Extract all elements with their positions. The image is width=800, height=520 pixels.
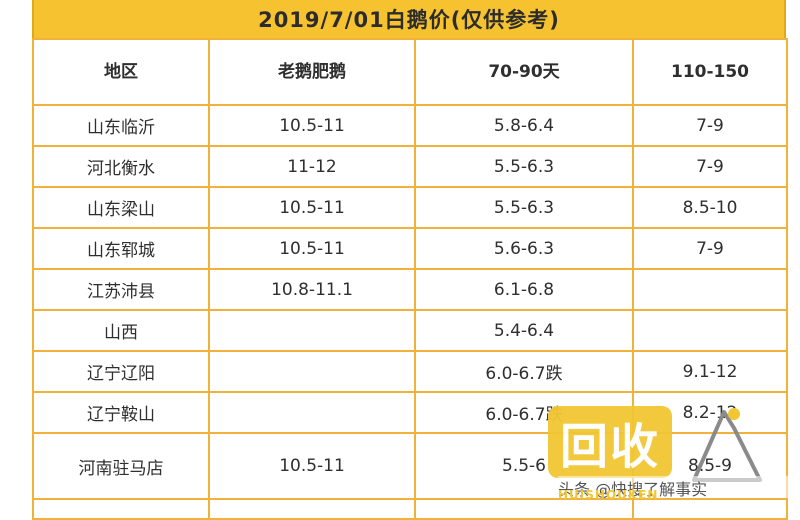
cell-young: 5.6-6.3 [414, 227, 634, 270]
watermark: 回收 头条 @快搜了解事实 HUISHOUKEN [548, 402, 800, 502]
cell-region: 河北衡水 [32, 145, 210, 188]
cell-region: 江苏沛县 [32, 268, 210, 311]
cell-mid [632, 268, 788, 311]
cell-region: 山东临沂 [32, 104, 210, 147]
table-row-cutoff [32, 498, 788, 520]
table-row: 河南驻马店 10.5-11 5.5-6 8.5-9 [32, 432, 788, 500]
cell-old: 10.5-11 [208, 104, 416, 147]
cell-region: 山东郓城 [32, 227, 210, 270]
cell-young: 5.5-6.3 [414, 186, 634, 229]
table-row: 辽宁辽阳 6.0-6.7跌 9.1-12 [32, 350, 788, 393]
header-old-goose: 老鹅肥鹅 [208, 38, 416, 106]
cell-old [208, 391, 416, 434]
cell-mid [632, 309, 788, 352]
watermark-roman-text: HUISHOUKEN [558, 488, 659, 502]
table-row: 山东梁山 10.5-11 5.5-6.3 8.5-10 [32, 186, 788, 229]
cell-young: 5.8-6.4 [414, 104, 634, 147]
cell-region: 辽宁辽阳 [32, 350, 210, 393]
cell-old: 10.5-11 [208, 432, 416, 500]
cell-mid: 8.5-10 [632, 186, 788, 229]
header-110-150-days: 110-150 [632, 38, 788, 106]
cell-mid: 7-9 [632, 145, 788, 188]
cell-region: 河南驻马店 [32, 432, 210, 500]
table-row: 山东临沂 10.5-11 5.8-6.4 7-9 [32, 104, 788, 147]
page-title: 2019/7/01白鹅价(仅供参考) [32, 0, 786, 38]
cell-old [208, 309, 416, 352]
watermark-caption: 头条 @快搜了解事实 [558, 476, 800, 499]
cell-old: 10.5-11 [208, 227, 416, 270]
cell-region: 山西 [32, 309, 210, 352]
table-row: 山西 5.4-6.4 [32, 309, 788, 352]
cell-young: 5.5-6.3 [414, 145, 634, 188]
watermark-logo: 回收 [548, 406, 672, 478]
cell-region: 山东梁山 [32, 186, 210, 229]
table-row: 江苏沛县 10.8-11.1 6.1-6.8 [32, 268, 788, 311]
cell-old [208, 350, 416, 393]
cell-region: 辽宁鞍山 [32, 391, 210, 434]
header-region: 地区 [32, 38, 210, 106]
cell-mid: 9.1-12 [632, 350, 788, 393]
cell-young: 5.4-6.4 [414, 309, 634, 352]
cell-mid: 7-9 [632, 227, 788, 270]
table-header-row: 地区 老鹅肥鹅 70-90天 110-150 [32, 38, 788, 106]
cell-mid: 7-9 [632, 104, 788, 147]
cell-old: 11-12 [208, 145, 416, 188]
cell-old: 10.5-11 [208, 186, 416, 229]
cell-young: 6.1-6.8 [414, 268, 634, 311]
person-silhouette-icon [692, 408, 762, 482]
table-row: 山东郓城 10.5-11 5.6-6.3 7-9 [32, 227, 788, 270]
cell-young-drop: 6.0-6.7跌 [414, 350, 634, 393]
table-row: 河北衡水 11-12 5.5-6.3 7-9 [32, 145, 788, 188]
header-70-90-days: 70-90天 [414, 38, 634, 106]
cell-old: 10.8-11.1 [208, 268, 416, 311]
